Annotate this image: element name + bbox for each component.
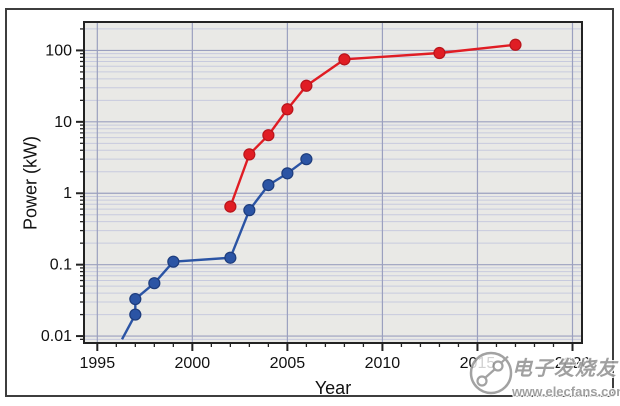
data-point — [281, 103, 294, 116]
y-tick-label: 0.01 — [41, 328, 72, 345]
data-point — [243, 204, 256, 217]
plot-border — [83, 21, 583, 344]
plot-area — [84, 22, 582, 343]
data-point — [281, 167, 294, 180]
data-point — [243, 148, 256, 161]
x-tick-label: 2000 — [175, 355, 211, 372]
x-axis-title: Year — [314, 378, 352, 398]
data-point — [433, 46, 446, 60]
data-point — [262, 129, 275, 142]
data-point — [129, 292, 142, 306]
data-point — [300, 79, 313, 92]
y-tick-label: 0.1 — [50, 257, 72, 274]
data-point — [224, 251, 237, 264]
data-point — [148, 277, 161, 290]
y-tick-label: 100 — [45, 42, 72, 59]
data-point — [300, 153, 313, 166]
data-point — [167, 255, 180, 268]
data-point — [509, 38, 522, 51]
y-tick-label: 1 — [63, 185, 72, 202]
series-red — [224, 38, 522, 213]
x-tick-label: 1995 — [80, 355, 116, 372]
data-point — [129, 308, 142, 321]
data-point — [338, 53, 351, 66]
data-point — [262, 179, 275, 192]
series-blue — [120, 153, 313, 340]
y-tick-label: 10 — [54, 114, 72, 131]
y-axis-title: Power (kW) — [20, 136, 41, 230]
x-tick-label: 2015 — [460, 355, 496, 372]
x-tick-label: 2005 — [270, 355, 306, 372]
series-line — [120, 158, 308, 340]
data-point — [224, 200, 237, 213]
x-tick-label: 2010 — [365, 355, 401, 372]
x-tick-label: 2020 — [555, 355, 591, 372]
